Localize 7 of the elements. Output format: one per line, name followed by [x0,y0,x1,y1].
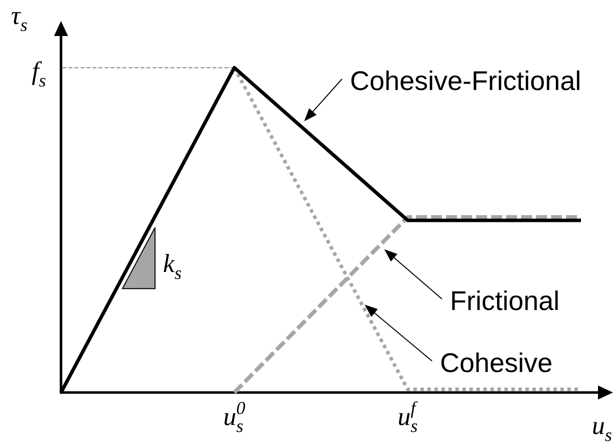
annotation: k$_{s}$ [163,248,182,283]
series-label: Cohesive [440,348,553,378]
text: Frictional [450,286,560,316]
text: Cohesive-Frictional [350,66,582,96]
ref-line-label: f$_{s}$ [32,56,46,91]
x-axis-title: u$_{s}$ [592,411,612,445]
y-axis-title: τ$_{s}$ [11,1,28,36]
